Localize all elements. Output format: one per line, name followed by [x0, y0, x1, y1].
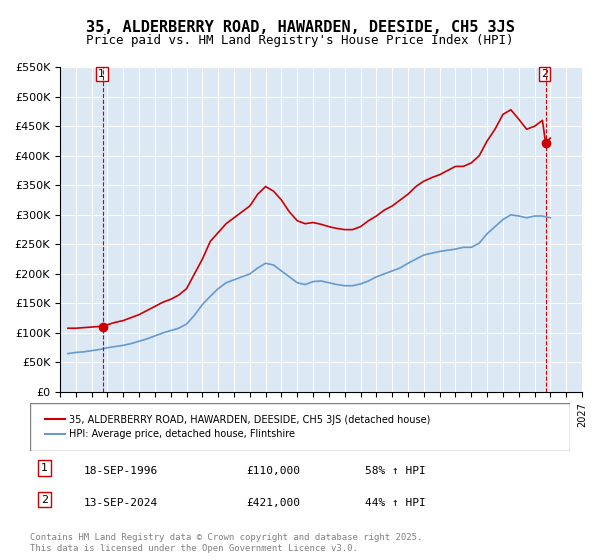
FancyBboxPatch shape	[30, 403, 570, 451]
Legend: 35, ALDERBERRY ROAD, HAWARDEN, DEESIDE, CH5 3JS (detached house), HPI: Average p: 35, ALDERBERRY ROAD, HAWARDEN, DEESIDE, …	[40, 410, 436, 444]
Text: 58% ↑ HPI: 58% ↑ HPI	[365, 466, 425, 476]
Text: 13-SEP-2024: 13-SEP-2024	[84, 498, 158, 507]
Text: £110,000: £110,000	[246, 466, 300, 476]
Text: 1: 1	[98, 69, 105, 79]
Text: 35, ALDERBERRY ROAD, HAWARDEN, DEESIDE, CH5 3JS: 35, ALDERBERRY ROAD, HAWARDEN, DEESIDE, …	[86, 20, 514, 35]
Text: 2: 2	[41, 494, 48, 505]
Text: Contains HM Land Registry data © Crown copyright and database right 2025.
This d: Contains HM Land Registry data © Crown c…	[30, 533, 422, 553]
Text: 44% ↑ HPI: 44% ↑ HPI	[365, 498, 425, 507]
Text: 18-SEP-1996: 18-SEP-1996	[84, 466, 158, 476]
Text: 2: 2	[541, 69, 548, 79]
Text: Price paid vs. HM Land Registry's House Price Index (HPI): Price paid vs. HM Land Registry's House …	[86, 34, 514, 46]
Text: 1: 1	[41, 463, 48, 473]
Text: £421,000: £421,000	[246, 498, 300, 507]
